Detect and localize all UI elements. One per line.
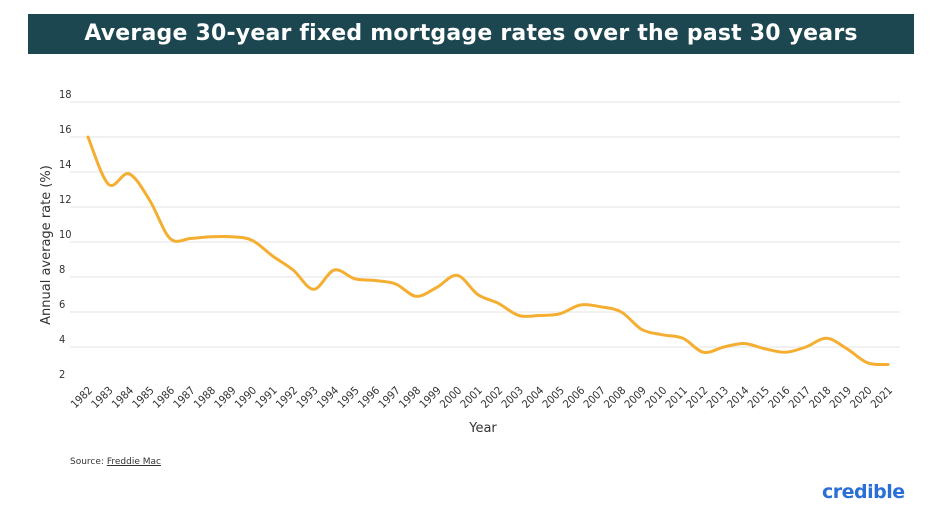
x-tick-label: 2019	[827, 384, 854, 411]
x-tick-label: 2001	[458, 384, 485, 411]
x-tick-label: 2011	[663, 384, 690, 411]
x-tick-label: 2014	[725, 384, 752, 411]
y-tick-label: 12	[59, 193, 72, 206]
x-tick-label: 2020	[848, 384, 875, 411]
x-tick-label: 2005	[540, 384, 567, 411]
x-tick-label: 1999	[417, 384, 444, 411]
x-tick-label: 1989	[212, 384, 239, 411]
y-tick-label: 2	[59, 368, 65, 381]
source-link[interactable]: Freddie Mac	[106, 457, 161, 467]
y-axis-ticks: 2 4 6 8 10 12 14 16 18	[59, 88, 72, 381]
x-tick-label: 2002	[478, 384, 505, 411]
x-tick-label: 2007	[581, 384, 608, 411]
x-tick-label: 2008	[601, 384, 628, 411]
x-tick-label: 2015	[745, 384, 772, 411]
x-tick-label: 1997	[376, 384, 403, 411]
x-axis-title: Year	[468, 421, 497, 436]
x-tick-label: 1985	[130, 384, 157, 411]
y-tick-label: 14	[59, 158, 72, 171]
y-tick-label: 4	[59, 333, 65, 346]
x-tick-label: 1984	[109, 384, 136, 411]
x-tick-label: 1994	[314, 384, 341, 411]
x-tick-label: 2021	[868, 384, 895, 411]
x-tick-label: 2006	[560, 384, 587, 411]
source-note: Source: Freddie Mac	[70, 457, 161, 467]
x-tick-label: 1992	[273, 384, 300, 411]
x-tick-label: 2009	[622, 384, 649, 411]
x-tick-label: 1991	[253, 384, 280, 411]
x-tick-label: 1986	[150, 384, 177, 411]
y-tick-label: 8	[59, 263, 65, 276]
y-tick-label: 6	[59, 298, 65, 311]
x-tick-label: 1983	[89, 384, 116, 411]
x-tick-label: 2018	[807, 384, 834, 411]
credible-logo: credible	[822, 481, 905, 503]
x-tick-label: 2012	[684, 384, 711, 411]
y-tick-label: 16	[59, 123, 72, 136]
source-label: Source:	[70, 457, 104, 467]
x-tick-label: 1990	[232, 384, 259, 411]
x-tick-label: 2010	[642, 384, 669, 411]
y-tick-label: 10	[59, 228, 72, 241]
x-tick-label: 1993	[294, 384, 321, 411]
chart-title: Average 30-year fixed mortgage rates ove…	[28, 14, 914, 54]
y-tick-label: 18	[59, 88, 72, 101]
x-tick-label: 2004	[519, 384, 546, 411]
x-axis-ticks: 1982198319841985198619871988198919901991…	[68, 384, 895, 411]
x-tick-label: 1996	[355, 384, 382, 411]
x-tick-label: 2003	[499, 384, 526, 411]
gridlines	[70, 101, 900, 348]
x-tick-label: 1995	[335, 384, 362, 411]
x-tick-label: 2000	[437, 384, 464, 411]
x-tick-label: 1998	[396, 384, 423, 411]
y-axis-title: Annual average rate (%)	[39, 165, 54, 325]
x-tick-label: 2013	[704, 384, 731, 411]
x-tick-label: 1988	[191, 384, 218, 411]
x-tick-label: 2016	[766, 384, 793, 411]
x-tick-label: 1982	[68, 384, 95, 411]
series-line	[86, 135, 890, 367]
x-tick-label: 1987	[171, 384, 198, 411]
x-tick-label: 2017	[786, 384, 813, 411]
